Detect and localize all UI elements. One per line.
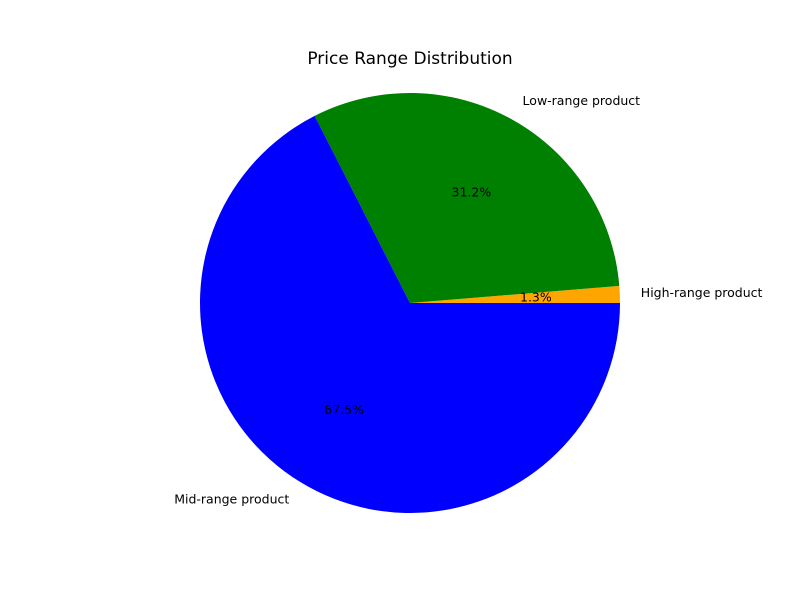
label-mid-range-product: Mid-range product <box>174 491 289 506</box>
slice-mid-range-product <box>199 115 620 514</box>
slice-low-range-product <box>314 92 620 303</box>
label-high-range-product: High-range product <box>641 285 763 300</box>
percent-label-low-range-product: 31.2% <box>452 184 492 199</box>
pie-labels: High-range product 1.3% Low-range product 3… <box>174 93 762 507</box>
pie-slices <box>199 92 620 514</box>
percent-label-high-range-product: 1.3% <box>520 289 552 304</box>
slice-high-range-product <box>410 285 620 303</box>
percent-label-mid-range-product: 67.5% <box>324 402 364 417</box>
chart-title: Price Range Distribution <box>307 49 512 69</box>
label-low-range-product: Low-range product <box>523 93 641 108</box>
